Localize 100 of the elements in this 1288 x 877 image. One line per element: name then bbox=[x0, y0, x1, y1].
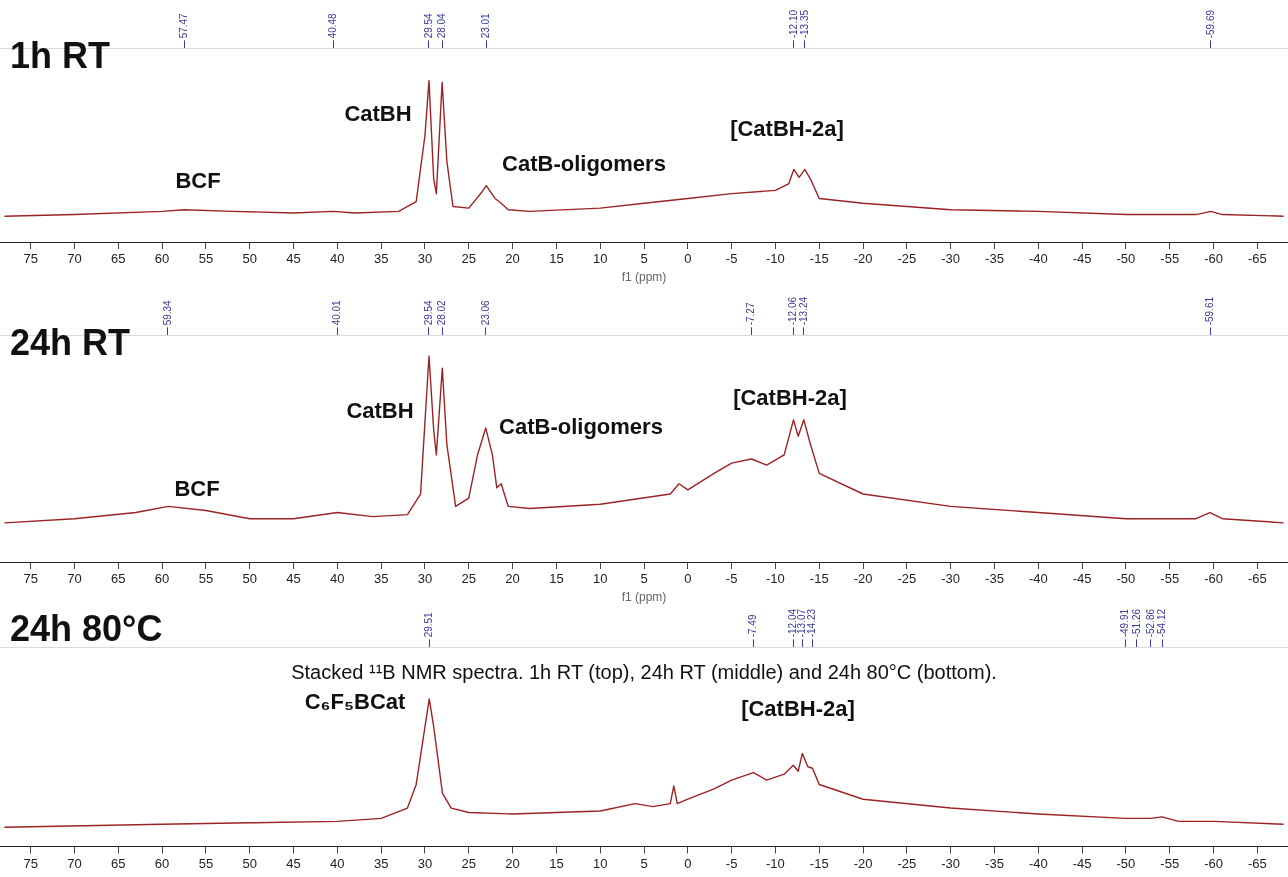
x-tick-label: -30 bbox=[941, 571, 961, 587]
x-tick-label: -15 bbox=[809, 251, 829, 267]
x-tick-label: 25 bbox=[461, 251, 476, 267]
x-tick-label: 75 bbox=[23, 251, 38, 267]
x-tick-label: -40 bbox=[1028, 855, 1048, 871]
x-tick-label: -10 bbox=[766, 571, 785, 587]
x-tick-label: -35 bbox=[985, 855, 1004, 871]
x-tick-label: -45 bbox=[1072, 855, 1092, 871]
x2-tick-label: 28.04 bbox=[435, 12, 447, 39]
x-tick-label: 75 bbox=[23, 855, 38, 871]
x2-tick-label: -12.04 bbox=[787, 608, 799, 638]
x-tick-label: 5 bbox=[640, 571, 648, 587]
x-tick-label: 25 bbox=[461, 571, 476, 587]
x2-tick-label: 29.51 bbox=[423, 611, 434, 638]
x-tick-label: -10 bbox=[766, 251, 785, 267]
x-tick-label: -30 bbox=[941, 251, 961, 267]
x2-tick-label: -7.49 bbox=[747, 614, 759, 638]
x2-tick-label: -7.27 bbox=[745, 302, 757, 326]
x2-tick-label: 40.48 bbox=[326, 12, 338, 39]
x2-tick-label: 23.01 bbox=[479, 12, 491, 39]
x-tick-label: -65 bbox=[1247, 251, 1267, 267]
x2-tick-label: -12.06 bbox=[787, 296, 799, 326]
x-tick-label: 60 bbox=[154, 571, 170, 587]
chart-title: 24h 80°C bbox=[10, 607, 163, 649]
x2-tick-label: -14.23 bbox=[806, 608, 818, 638]
x-tick-label: -25 bbox=[897, 251, 917, 267]
x-tick-label: -60 bbox=[1204, 855, 1223, 871]
x-tick-label: 50 bbox=[242, 855, 257, 871]
x-tick-label: 30 bbox=[417, 855, 433, 871]
x-tick-label: 45 bbox=[286, 855, 301, 871]
x-tick-label: 55 bbox=[198, 571, 214, 587]
x-tick-label: -30 bbox=[941, 855, 961, 871]
x-tick-label: -5 bbox=[725, 251, 738, 267]
x2-tick-label: 59.34 bbox=[161, 299, 173, 326]
x-tick-label: 10 bbox=[592, 251, 608, 267]
x-tick-label: -50 bbox=[1116, 571, 1136, 587]
x-tick-label: -5 bbox=[725, 855, 738, 871]
annotation: [CatBH-2a] bbox=[741, 696, 855, 722]
x-tick-label: -5 bbox=[725, 571, 738, 587]
x-tick-label: -35 bbox=[985, 251, 1004, 267]
x-tick-label: -25 bbox=[897, 571, 917, 587]
x-tick-label: 0 bbox=[684, 855, 692, 871]
annotation: [CatBH-2a] bbox=[730, 116, 844, 142]
x-tick-label: -50 bbox=[1116, 251, 1136, 267]
x2-tick-label: 57.47 bbox=[178, 12, 190, 39]
x-tick-label: 10 bbox=[592, 855, 608, 871]
x-tick-label: 40 bbox=[330, 855, 345, 871]
x-tick-label: 30 bbox=[417, 251, 433, 267]
x2-tick-label: -52.86 bbox=[1144, 608, 1156, 638]
chart-title: 1h RT bbox=[10, 34, 111, 76]
x2-tick-label: -13.07 bbox=[796, 608, 808, 638]
x-tick-label: 45 bbox=[286, 571, 301, 587]
annotation: [CatBH-2a] bbox=[733, 385, 847, 411]
x-tick-label: 20 bbox=[505, 855, 520, 871]
x-tick-label: -35 bbox=[985, 571, 1004, 587]
x-tick-label: 0 bbox=[684, 251, 692, 267]
x-tick-label: 35 bbox=[373, 855, 389, 871]
x-tick-label: 60 bbox=[154, 251, 170, 267]
x-tick-label: -45 bbox=[1072, 571, 1092, 587]
x-tick-label: 5 bbox=[640, 251, 648, 267]
x-tick-label: -40 bbox=[1028, 251, 1048, 267]
x-tick-label: -15 bbox=[809, 855, 829, 871]
x-tick-label: 65 bbox=[111, 571, 126, 587]
x-tick-label: 65 bbox=[111, 855, 126, 871]
x-tick-label: 15 bbox=[549, 251, 564, 267]
x2-tick-label: 28.02 bbox=[436, 299, 448, 326]
x-tick-label: 55 bbox=[198, 251, 214, 267]
annotation: CatBH bbox=[344, 101, 412, 127]
annotation: BCF bbox=[175, 168, 221, 194]
annotation: CatBH bbox=[346, 398, 414, 424]
x-tick-label: 15 bbox=[549, 855, 564, 871]
x-tick-label: 55 bbox=[198, 855, 214, 871]
x-axis-title: f1 (ppm) bbox=[621, 590, 667, 605]
x-tick-label: 70 bbox=[67, 571, 82, 587]
x-tick-label: -20 bbox=[853, 855, 873, 871]
x-tick-label: 20 bbox=[505, 251, 520, 267]
x-tick-label: -55 bbox=[1160, 571, 1180, 587]
x-tick-label: 40 bbox=[330, 251, 345, 267]
chart-title: 24h RT bbox=[10, 321, 131, 363]
annotation: C₆F₅BCat bbox=[304, 689, 407, 715]
x-tick-label: -65 bbox=[1247, 571, 1267, 587]
x-tick-label: 50 bbox=[242, 571, 257, 587]
x-tick-label: 45 bbox=[286, 251, 301, 267]
x-tick-label: 25 bbox=[461, 855, 476, 871]
annotation: CatB-oligomers bbox=[499, 414, 663, 440]
x-tick-label: -40 bbox=[1028, 571, 1048, 587]
x-tick-label: 0 bbox=[684, 571, 692, 587]
x-tick-label: 70 bbox=[67, 251, 82, 267]
x-tick-label: -10 bbox=[766, 855, 785, 871]
x-tick-label: -25 bbox=[897, 855, 917, 871]
x-tick-label: 10 bbox=[592, 571, 608, 587]
x2-tick-label: 29.54 bbox=[422, 12, 434, 39]
x-tick-label: 15 bbox=[549, 571, 564, 587]
x-tick-label: -65 bbox=[1247, 855, 1267, 871]
text: Stacked ¹¹B NMR spectra. 1h RT (top), 24h RT (middle) and 24h 80°C (bottom). bbox=[291, 660, 997, 683]
x2-tick-label: 40.01 bbox=[331, 299, 342, 326]
x-tick-label: 20 bbox=[505, 571, 520, 587]
x2-tick-label: -59.61 bbox=[1203, 296, 1215, 326]
x-tick-label: -20 bbox=[853, 251, 873, 267]
x2-tick-label: 29.54 bbox=[422, 299, 434, 326]
